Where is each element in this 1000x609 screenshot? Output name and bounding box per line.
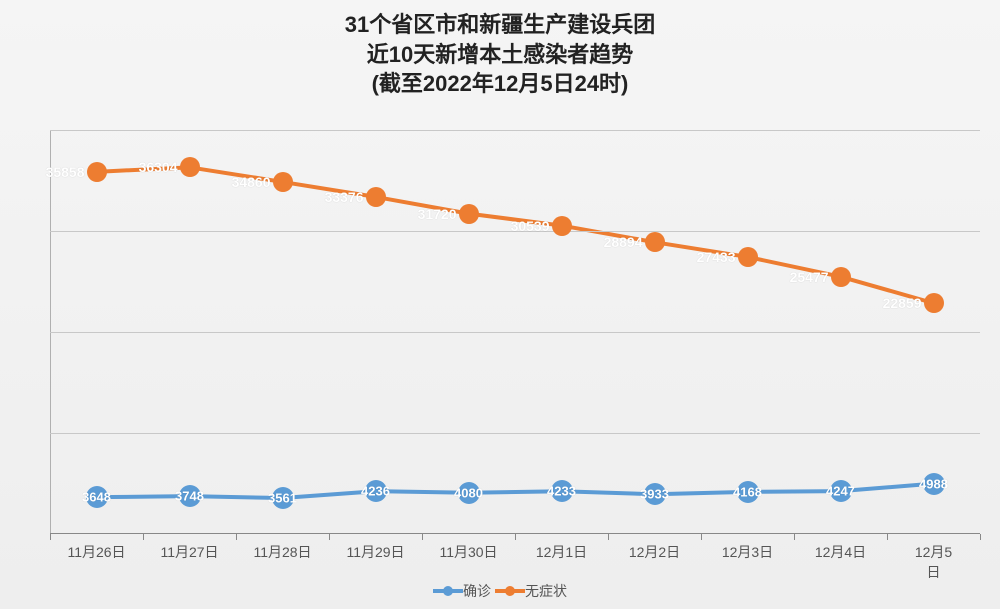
x-axis-label: 11月27日 xyxy=(160,542,218,562)
legend-dot xyxy=(443,586,453,596)
legend-item-无症状: 无症状 xyxy=(495,581,567,601)
marker-无症状 xyxy=(924,293,944,313)
x-axis-label: 11月26日 xyxy=(67,542,125,562)
marker-无症状 xyxy=(366,187,386,207)
title-line-3: (截至2022年12月5日24时) xyxy=(0,69,1000,99)
data-label-确诊: 4233 xyxy=(547,484,576,499)
data-label-确诊: 4988 xyxy=(919,476,948,491)
marker-无症状 xyxy=(273,172,293,192)
data-label-无症状: 22859 xyxy=(883,295,922,311)
x-axis-label: 11月29日 xyxy=(346,542,404,562)
marker-无症状 xyxy=(87,162,107,182)
x-axis-label: 11月30日 xyxy=(439,542,497,562)
data-label-无症状: 30539 xyxy=(511,218,550,234)
gridline xyxy=(50,433,980,434)
marker-无症状 xyxy=(180,157,200,177)
chart-title: 31个省区市和新疆生产建设兵团 近10天新增本土感染者趋势 (截至2022年12… xyxy=(0,0,1000,99)
legend: 确诊 无症状 xyxy=(0,581,1000,601)
data-label-确诊: 3748 xyxy=(175,489,204,504)
plot-area: 3648 3748 3561 4236 4080 4233 3933 4168 4247 4988… xyxy=(50,130,980,534)
data-label-确诊: 3648 xyxy=(82,490,111,505)
x-axis-label: 12月1日 xyxy=(536,542,587,562)
data-label-无症状: 25477 xyxy=(790,269,829,285)
title-line-1: 31个省区市和新疆生产建设兵团 xyxy=(0,10,1000,40)
data-label-确诊: 3933 xyxy=(640,487,669,502)
data-label-无症状: 35858 xyxy=(46,164,85,180)
data-label-无症状: 28894 xyxy=(604,234,643,250)
marker-无症状 xyxy=(738,247,758,267)
data-label-无症状: 33376 xyxy=(325,189,364,205)
data-label-确诊: 4080 xyxy=(454,485,483,500)
gridline xyxy=(50,130,980,131)
x-axis-label: 11月28日 xyxy=(253,542,311,562)
data-label-无症状: 27433 xyxy=(697,249,736,265)
data-label-确诊: 4168 xyxy=(733,484,762,499)
data-label-确诊: 4247 xyxy=(826,484,855,499)
legend-dot xyxy=(505,586,515,596)
chart-container: 31个省区市和新疆生产建设兵团 近10天新增本土感染者趋势 (截至2022年12… xyxy=(0,0,1000,609)
legend-label: 确诊 xyxy=(463,581,491,601)
x-axis-labels: 11月26日 11月27日 11月28日 11月29日 11月30日 12月1日 12月2日… xyxy=(50,540,980,564)
x-axis-label: 12月3日 xyxy=(722,542,773,562)
legend-item-确诊: 确诊 xyxy=(433,581,491,601)
marker-无症状 xyxy=(552,216,572,236)
x-axis-label: 12月2日 xyxy=(629,542,680,562)
legend-swatch xyxy=(495,589,525,593)
marker-无症状 xyxy=(831,267,851,287)
gridline xyxy=(50,332,980,333)
data-label-无症状: 34860 xyxy=(232,174,271,190)
marker-无症状 xyxy=(645,232,665,252)
series-line-确诊 xyxy=(97,484,934,498)
marker-无症状 xyxy=(459,204,479,224)
data-label-确诊: 4236 xyxy=(361,484,390,499)
x-axis-label: 12月5日 xyxy=(910,542,957,582)
legend-swatch xyxy=(433,589,463,593)
data-label-无症状: 31720 xyxy=(418,206,457,222)
title-line-2: 近10天新增本土感染者趋势 xyxy=(0,40,1000,70)
x-axis-label: 12月4日 xyxy=(815,542,866,562)
legend-label: 无症状 xyxy=(525,581,567,601)
x-tick xyxy=(980,534,981,540)
data-label-确诊: 3561 xyxy=(268,491,297,506)
data-label-无症状: 36304 xyxy=(139,159,178,175)
